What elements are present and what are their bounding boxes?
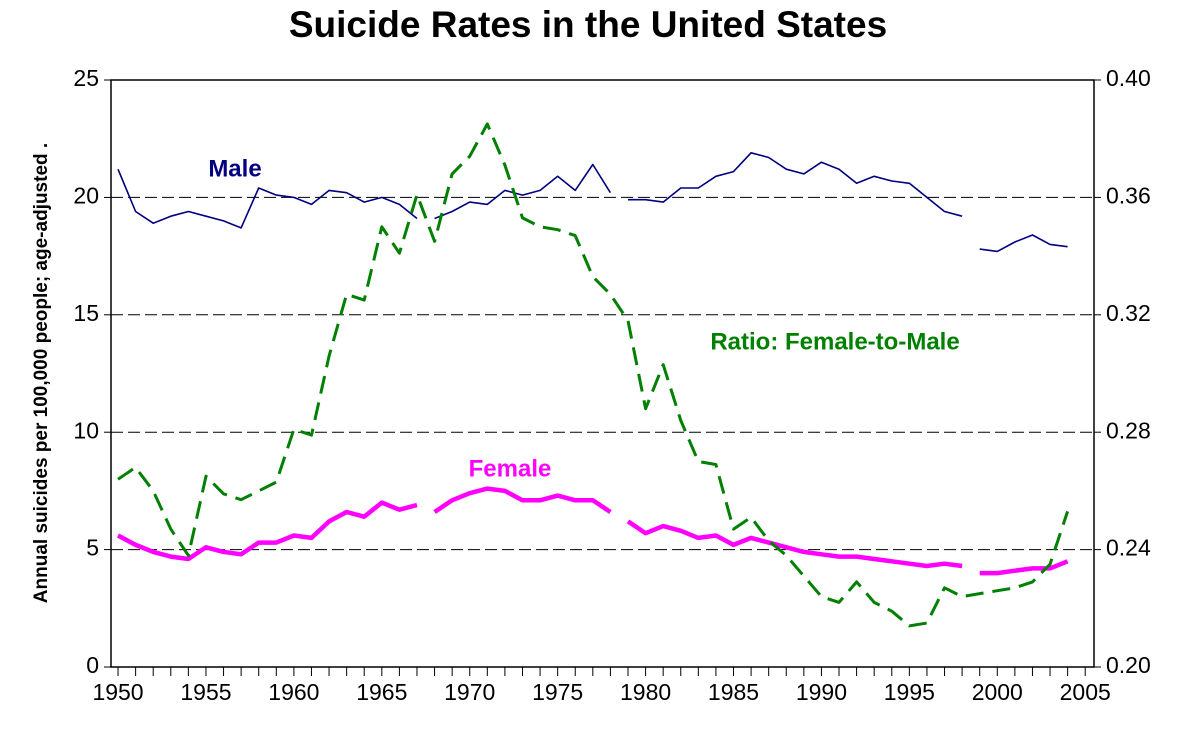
y2-tick-label: 0.36 [1106, 182, 1151, 208]
y-tick-label: 0 [86, 652, 99, 678]
y2-tick-label: 0.24 [1106, 535, 1151, 561]
chart-title: Suicide Rates in the United States [289, 4, 887, 45]
x-tick-label: 1980 [620, 679, 671, 705]
series-line [116, 486, 1069, 576]
y2-tick-label: 0.28 [1106, 417, 1151, 443]
y-tick-label: 5 [86, 535, 99, 561]
x-tick-label: 1995 [884, 679, 935, 705]
y-tick-label: 10 [73, 417, 99, 443]
x-tick-label: 2005 [1060, 679, 1111, 705]
x-tick-label: 1985 [708, 679, 759, 705]
annotation: Ratio: Female-to-Male [710, 328, 959, 355]
y2-tick-label: 0.40 [1106, 65, 1151, 91]
x-tick-label: 1990 [796, 679, 847, 705]
annotation: Female [469, 455, 552, 482]
series-line [117, 152, 1068, 253]
x-tick-label: 1965 [356, 679, 407, 705]
x-tick-label: 1975 [532, 679, 583, 705]
y-axis-label: Annual suicides per 100,000 people; age-… [31, 143, 52, 603]
series-line [117, 122, 1070, 628]
x-tick-label: 1970 [444, 679, 495, 705]
y-tick-label: 20 [73, 182, 99, 208]
y2-tick-label: 0.32 [1106, 300, 1151, 326]
x-tick-label: 1960 [268, 679, 319, 705]
x-tick-label: 1955 [180, 679, 231, 705]
y2-tick-label: 0.20 [1106, 652, 1151, 678]
x-tick-label: 1950 [92, 679, 143, 705]
x-tick-label: 2000 [972, 679, 1023, 705]
annotation: Male [208, 155, 261, 182]
plot-frame [110, 79, 1095, 668]
y-tick-label: 25 [73, 65, 99, 91]
y-tick-label: 15 [73, 300, 99, 326]
